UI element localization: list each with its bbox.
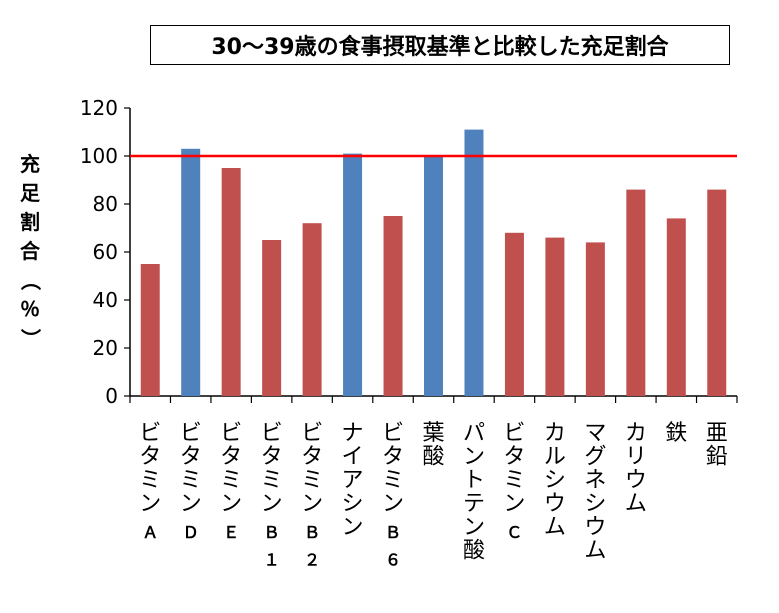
x-tick-label: ビタミンＣ [503, 421, 525, 542]
bar [626, 189, 646, 396]
bar [424, 156, 443, 396]
x-tick-label: マグネシウム [584, 421, 606, 564]
bar [585, 242, 605, 396]
y-tick-label: 20 [93, 336, 118, 360]
bar [262, 240, 282, 396]
x-tick-label: カリウム [625, 421, 647, 517]
bar [464, 129, 484, 396]
bar [181, 148, 201, 396]
y-axis-label-char: ％ [20, 297, 40, 321]
x-tick-label: ナイアシン [342, 421, 364, 540]
y-tick-label: 60 [93, 240, 118, 264]
bar [383, 216, 403, 396]
x-tick-label: 鉄 [665, 421, 687, 446]
y-tick-label: 120 [80, 96, 118, 120]
x-tick-label: ビタミンＢ６ [382, 421, 404, 570]
chart-title: 30～39歳の食事摂取基準と比較した充足割合 [150, 25, 730, 65]
y-tick-label: 0 [105, 384, 118, 408]
y-axis-label-char: 充 [20, 152, 40, 176]
y-tick-label: 100 [80, 144, 118, 168]
bar [343, 153, 363, 396]
bar [707, 189, 727, 396]
x-tick-label: 亜鉛 [706, 421, 728, 470]
bar [666, 218, 686, 396]
x-tick-label: カルシウム [544, 421, 566, 540]
x-tick-label: ビタミンＡ [139, 421, 161, 542]
x-tick-label: ビタミンＢ２ [301, 421, 323, 570]
y-axis-label: 充足割合（％） [10, 150, 50, 353]
bar [504, 232, 524, 396]
bar [221, 168, 241, 396]
x-tick-label: ビタミンＥ [220, 421, 242, 542]
x-tick-label: ビタミンＢ１ [261, 421, 283, 570]
y-axis-label-char: 足 [20, 181, 40, 205]
x-tick-label: パントテン酸 [463, 421, 485, 564]
bar [302, 223, 322, 396]
bar [545, 237, 565, 396]
x-tick-label: ビタミンＤ [180, 421, 202, 542]
y-tick-label: 40 [93, 288, 118, 312]
y-axis-label-char: 合 [20, 239, 40, 263]
bar [140, 264, 160, 396]
y-tick-label: 80 [93, 192, 118, 216]
y-axis-label-char: 割 [20, 210, 40, 234]
x-tick-label: 葉酸 [422, 421, 444, 470]
